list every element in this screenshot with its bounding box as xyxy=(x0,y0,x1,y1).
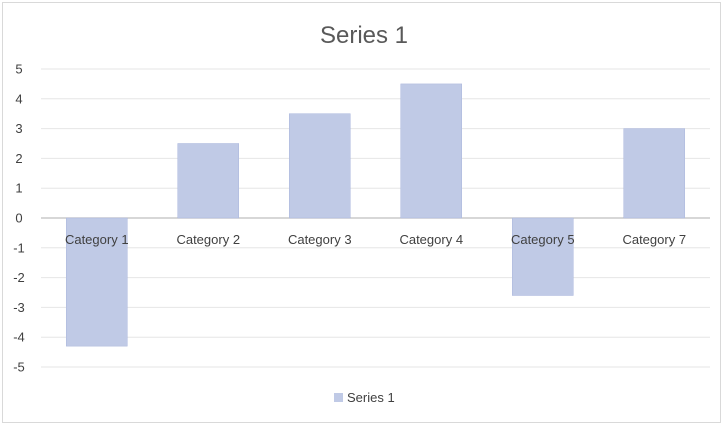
y-tick-label: 4 xyxy=(15,91,22,106)
bar xyxy=(289,113,351,219)
x-category-label: Category 1 xyxy=(65,232,129,247)
x-category-label: Category 7 xyxy=(622,232,686,247)
x-category-label: Category 4 xyxy=(399,232,463,247)
x-axis-categories: Category 1 Category 2 Category 3 Category 4… xyxy=(65,232,686,247)
y-tick-label: 1 xyxy=(15,181,22,196)
bar xyxy=(512,217,574,296)
x-category-label: Category 2 xyxy=(176,232,240,247)
y-tick-label: 5 xyxy=(15,62,22,77)
y-tick-label: 0 xyxy=(15,211,22,226)
y-tick-label: 3 xyxy=(15,121,22,136)
y-tick-label: -2 xyxy=(13,270,25,285)
legend: Series 1 xyxy=(334,390,395,405)
bar xyxy=(400,83,462,219)
chart-title: Series 1 xyxy=(320,22,408,49)
grid-lines xyxy=(41,68,710,368)
y-tick-label: -1 xyxy=(13,240,25,255)
chart-frame: Series 1 5 4 3 2 1 0 -1 -2 -3 -4 -5 Category 1 Cate… xyxy=(2,2,721,423)
bars xyxy=(66,83,685,347)
y-tick-label: -4 xyxy=(13,330,25,345)
y-axis-ticks: 5 4 3 2 1 0 -1 -2 -3 -4 -5 xyxy=(13,62,25,375)
legend-swatch xyxy=(334,393,343,402)
y-tick-label: 2 xyxy=(15,151,22,166)
x-category-label: Category 3 xyxy=(288,232,352,247)
y-tick-label: -3 xyxy=(13,300,25,315)
x-category-label: Category 5 xyxy=(511,232,575,247)
bar xyxy=(177,143,239,219)
y-tick-label: -5 xyxy=(13,360,25,375)
bar xyxy=(66,217,128,347)
legend-label: Series 1 xyxy=(347,390,395,405)
bar xyxy=(623,128,685,219)
